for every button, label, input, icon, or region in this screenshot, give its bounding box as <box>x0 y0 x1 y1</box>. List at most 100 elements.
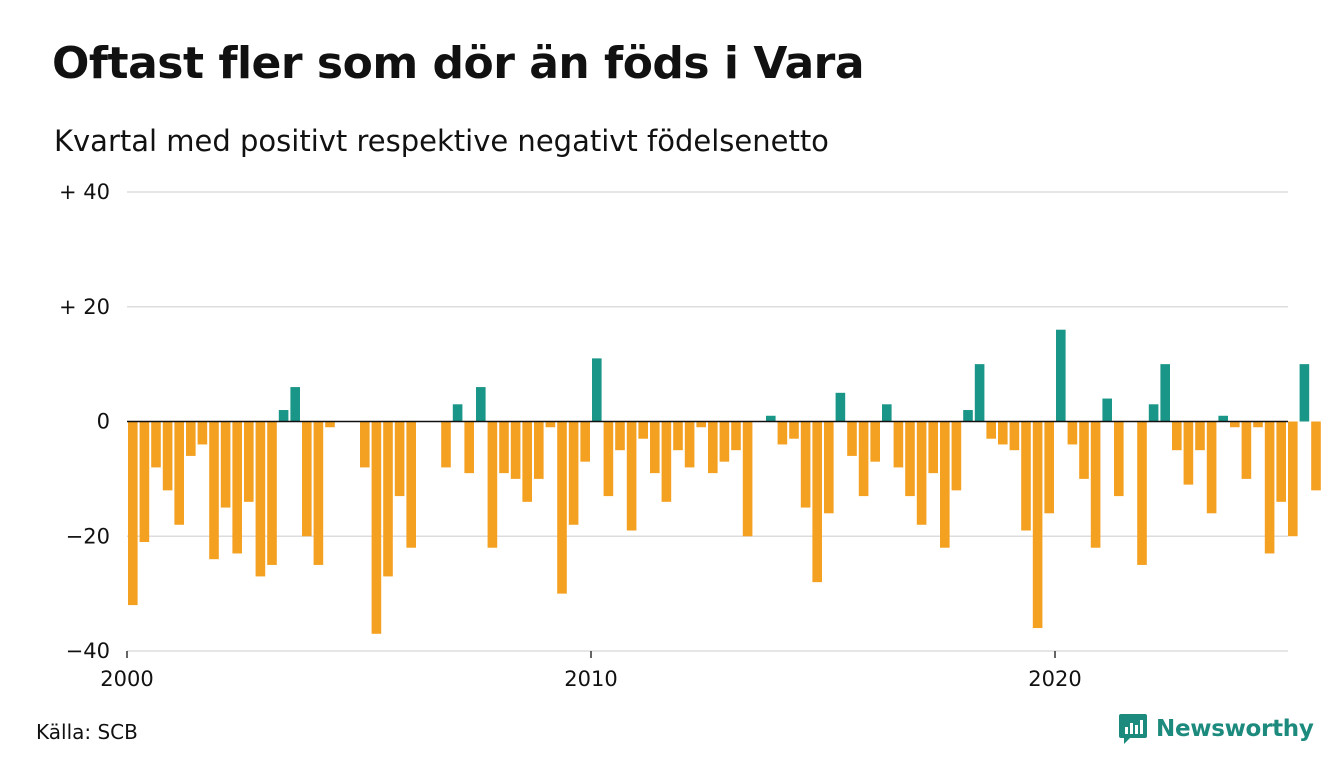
bar-negative <box>244 421 254 502</box>
bar-negative <box>1183 421 1194 485</box>
bar-negative <box>1264 421 1275 554</box>
y-tick-label: 0 <box>97 410 110 434</box>
y-tick-label: −20 <box>66 524 110 548</box>
bar-negative <box>313 421 324 565</box>
bar-negative <box>1137 421 1147 565</box>
chart-title: Oftast fler som dör än föds i Vara <box>52 38 865 89</box>
bar-negative <box>568 421 579 525</box>
bar-negative <box>499 421 509 474</box>
bar-negative <box>151 421 161 468</box>
bar-negative <box>545 421 556 428</box>
bar-negative <box>510 421 521 479</box>
bar-positive <box>882 404 892 422</box>
bar-negative <box>394 421 405 497</box>
bar-negative <box>441 421 451 468</box>
bar-positive <box>1160 364 1170 422</box>
bar-negative <box>673 421 683 451</box>
bar-negative <box>383 421 393 577</box>
bar-negative <box>800 421 811 508</box>
bar-negative <box>1206 421 1217 514</box>
x-tick-label: 2000 <box>100 667 153 691</box>
x-tick-label: 2020 <box>1028 667 1081 691</box>
bar-positive <box>1102 398 1112 422</box>
bar-negative <box>1090 421 1101 548</box>
bar-negative <box>1230 421 1240 428</box>
bar-negative <box>1067 421 1078 445</box>
bar-negative <box>1021 421 1031 531</box>
bar-negative <box>139 421 150 542</box>
bar-negative <box>858 421 869 497</box>
bar-positive <box>1218 415 1228 422</box>
bar-negative <box>209 421 219 560</box>
bar-negative <box>162 421 173 491</box>
bar-positive <box>278 410 289 422</box>
bar-negative <box>870 421 880 462</box>
bar-negative <box>893 421 904 468</box>
bar-negative <box>916 421 927 525</box>
bar-negative <box>174 421 184 525</box>
bar-negative <box>186 421 196 456</box>
y-tick-label: + 20 <box>59 295 110 319</box>
bar-negative <box>534 421 544 479</box>
bar-negative <box>812 421 822 583</box>
bar-negative <box>1288 421 1298 537</box>
bar-positive <box>974 364 985 422</box>
bar-negative <box>638 421 648 439</box>
bar-negative <box>1114 421 1124 497</box>
bar-positive <box>963 410 973 422</box>
bar-negative <box>1009 421 1020 451</box>
bar-positive <box>1148 404 1159 422</box>
bar-negative <box>557 421 567 594</box>
chart-subtitle: Kvartal med positivt respektive negativt… <box>54 124 829 158</box>
bar-negative <box>1032 421 1043 629</box>
bar-negative <box>302 421 312 537</box>
x-tick-label: 2010 <box>564 667 617 691</box>
bar-negative <box>708 421 718 474</box>
bar-negative <box>951 421 962 491</box>
bar-negative <box>406 421 416 548</box>
y-tick-label: + 40 <box>59 180 110 204</box>
y-tick-label: −40 <box>66 639 110 663</box>
brand-name: Newsworthy <box>1156 716 1314 742</box>
bar-negative <box>255 421 266 577</box>
bar-negative <box>650 421 660 474</box>
bar-positive <box>1056 329 1066 422</box>
bar-positive <box>452 404 463 422</box>
bar-negative <box>464 421 474 474</box>
bar-positive <box>290 387 300 422</box>
bar-positive <box>592 358 602 422</box>
bar-negative <box>824 421 834 514</box>
bar-negative <box>789 421 799 439</box>
bar-negative <box>1079 421 1089 479</box>
bar-positive <box>1299 364 1310 422</box>
bar-negative <box>1311 421 1321 491</box>
bar-negative <box>232 421 242 554</box>
bar-negative <box>719 421 730 462</box>
bar-negative <box>742 421 753 537</box>
bar-negative <box>197 421 208 445</box>
bars <box>128 329 1321 634</box>
bar-negative <box>487 421 498 548</box>
bar-negative <box>603 421 614 497</box>
bar-negative <box>1253 421 1263 428</box>
source-note: Källa: SCB <box>36 720 138 744</box>
bar-negative <box>371 421 382 634</box>
bar-negative <box>905 421 915 497</box>
bar-negative <box>998 421 1008 445</box>
bar-negative <box>696 421 706 428</box>
bar-negative <box>1172 421 1182 451</box>
bar-positive <box>476 387 486 422</box>
bar-negative <box>1044 421 1054 514</box>
bar-negative <box>360 421 370 468</box>
bar-negative <box>940 421 950 548</box>
bar-positive <box>766 415 776 422</box>
bar-chart: + 40 + 20 0 −20 −40 2000 2010 2020 <box>59 180 1321 691</box>
bar-negative <box>615 421 625 451</box>
bar-negative <box>580 421 590 462</box>
bar-negative <box>684 421 695 468</box>
bar-negative <box>928 421 938 474</box>
newsworthy-chart-bubble-icon <box>1119 714 1147 744</box>
bar-negative <box>847 421 857 456</box>
axes: + 40 + 20 0 −20 −40 2000 2010 2020 <box>59 180 1288 691</box>
bar-negative <box>986 421 996 439</box>
